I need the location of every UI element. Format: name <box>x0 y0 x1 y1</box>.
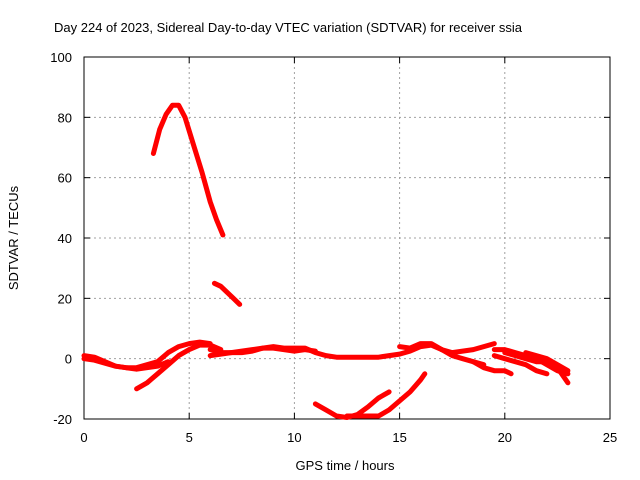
x-tick-label: 5 <box>186 430 193 445</box>
series-line-arc-short <box>211 280 243 307</box>
y-axis-label: SDTVAR / TECUs <box>6 185 21 290</box>
x-tick-label: 25 <box>603 430 617 445</box>
x-tick-label: 0 <box>80 430 87 445</box>
x-tick-label: 15 <box>392 430 406 445</box>
x-axis-label: GPS time / hours <box>296 458 395 473</box>
y-tick-label: 80 <box>58 110 72 125</box>
series-line-arc-k <box>491 347 571 377</box>
y-tick-label: 40 <box>58 231 72 246</box>
series-line-arc-g <box>344 371 428 419</box>
x-tick-label: 20 <box>498 430 512 445</box>
axis-ticks: 0 5 10 15 20 25 -20 0 20 40 60 80 100 <box>50 50 617 445</box>
chart-title: Day 224 of 2023, Sidereal Day-to-day VTE… <box>54 20 523 35</box>
series-group <box>81 102 571 420</box>
series-line-arc-l <box>502 350 571 386</box>
series-line-arc-j <box>470 359 514 377</box>
series-line-arc-e <box>207 345 318 359</box>
y-tick-label: 0 <box>65 352 72 367</box>
y-tick-label: 100 <box>50 50 72 65</box>
series-line-arc-i <box>439 341 497 356</box>
y-tick-label: 60 <box>58 171 72 186</box>
x-tick-label: 10 <box>287 430 301 445</box>
series-line-arc-d <box>134 342 224 392</box>
y-tick-label: 20 <box>58 291 72 306</box>
series-line-arc-m <box>491 353 550 377</box>
y-tick-label: -20 <box>53 412 72 427</box>
series-line-arc-c <box>81 356 171 372</box>
series-line-arc-n <box>523 350 571 374</box>
series-line-arc-peak <box>150 102 226 238</box>
